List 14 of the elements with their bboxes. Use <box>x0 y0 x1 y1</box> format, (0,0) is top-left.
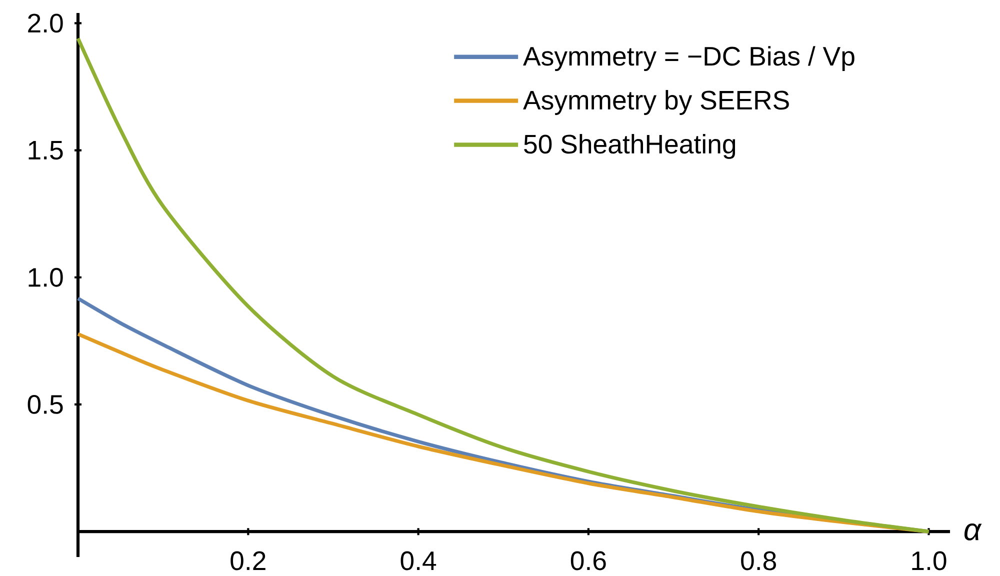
x-tick-label: 0.8 <box>741 551 776 570</box>
y-tick-label: 1.5 <box>28 140 63 160</box>
line-series <box>76 36 931 534</box>
y-tick-label: 1.0 <box>28 268 63 287</box>
x-axis-title: α <box>964 524 982 540</box>
x-tick-label: 0.2 <box>230 551 266 570</box>
legend-label: Asymmetry = −DC Bias / Vp <box>523 46 854 71</box>
x-tick-label: 0.6 <box>570 551 606 570</box>
legend-label: Asymmetry by SEERS <box>523 90 789 115</box>
y-tick-label: 2.0 <box>28 14 63 33</box>
legend-label: 50 SheathHeating <box>524 134 736 159</box>
x-tick-label: 1.0 <box>912 551 946 570</box>
y-tick-label: 0.5 <box>28 395 63 414</box>
x-tick-label: 0.4 <box>400 551 436 570</box>
